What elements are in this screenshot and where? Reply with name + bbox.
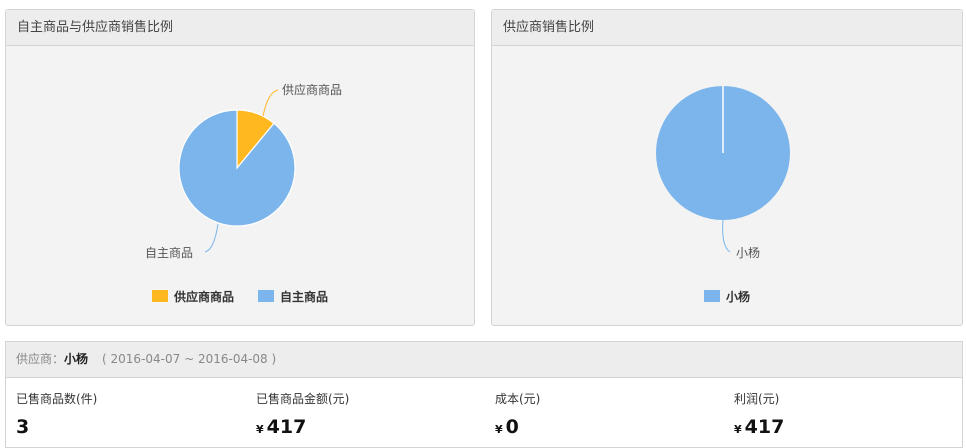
legend-swatch[interactable] xyxy=(704,290,720,302)
label-connector xyxy=(722,219,731,253)
stat-value: ¥417 xyxy=(256,416,349,438)
stat-label: 已售商品数(件) xyxy=(16,392,98,406)
currency-symbol: ¥ xyxy=(495,423,503,436)
stat-number: 0 xyxy=(505,416,519,438)
slice-label: 自主商品 xyxy=(145,245,193,260)
slice-label: 小杨 xyxy=(736,245,760,260)
legend-item[interactable]: 供应商商品 xyxy=(173,289,234,304)
label-connector xyxy=(204,223,219,253)
stat-number: 417 xyxy=(744,416,785,438)
currency-symbol: ¥ xyxy=(734,423,742,436)
currency-symbol: ¥ xyxy=(256,423,264,436)
stat-label: 已售商品金额(元) xyxy=(256,392,350,406)
stat-value: 3 xyxy=(16,416,97,438)
right-chart-panel: 供应商销售比例 小杨 小杨 xyxy=(491,9,963,326)
stat-number: 417 xyxy=(266,416,307,438)
slice-label: 供应商商品 xyxy=(282,82,342,97)
legend-swatch[interactable] xyxy=(152,290,168,302)
supplier-summary: 供应商：小杨( 2016-04-07 ~ 2016-04-08 ) 已售商品数(… xyxy=(5,341,963,448)
stat-2: 成本(元) ¥0 xyxy=(495,390,540,438)
legend-item[interactable]: 小杨 xyxy=(726,289,750,304)
date-range: ( 2016-04-07 ~ 2016-04-08 ) xyxy=(102,352,277,366)
stat-value: ¥0 xyxy=(495,416,540,438)
stat-value: ¥417 xyxy=(734,416,784,438)
legend-item[interactable]: 自主商品 xyxy=(280,289,328,304)
pie-slice[interactable] xyxy=(178,109,296,227)
legend-swatch[interactable] xyxy=(258,290,274,302)
stat-label: 利润(元) xyxy=(734,392,780,406)
stat-0: 已售商品数(件) 3 xyxy=(16,390,97,438)
left-chart-panel: 自主商品与供应商销售比例 供应商商品 供应商商品 自主商品 自主商品 xyxy=(5,9,475,326)
stat-1: 已售商品金额(元) ¥417 xyxy=(256,390,349,438)
stat-number: 3 xyxy=(16,416,30,438)
panel-title: 供应商销售比例 xyxy=(492,10,962,46)
summary-header: 供应商：小杨( 2016-04-07 ~ 2016-04-08 ) xyxy=(6,342,962,378)
supplier-name: 小杨 xyxy=(64,352,89,366)
stat-3: 利润(元) ¥417 xyxy=(734,390,784,438)
panel-title: 自主商品与供应商销售比例 xyxy=(6,10,474,46)
stat-label: 成本(元) xyxy=(495,392,541,406)
label-connector xyxy=(262,89,279,117)
